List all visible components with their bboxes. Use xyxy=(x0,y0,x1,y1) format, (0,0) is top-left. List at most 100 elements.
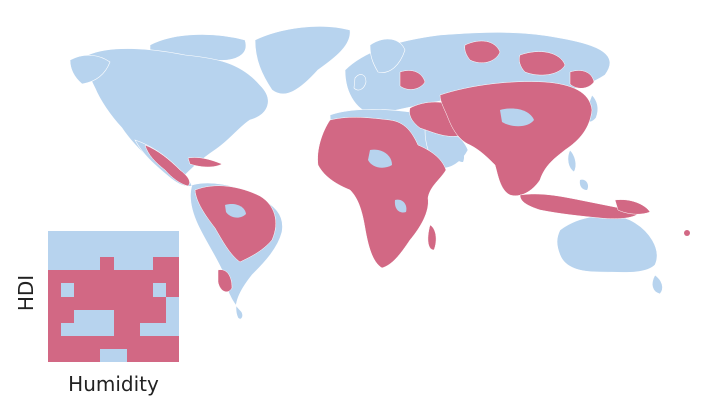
legend-cell xyxy=(100,348,114,362)
legend-cell xyxy=(139,270,153,284)
legend-cell xyxy=(100,283,114,297)
legend-cell xyxy=(61,348,75,362)
legend-cell xyxy=(165,348,179,362)
legend-cell xyxy=(74,309,88,323)
legend-cell xyxy=(61,283,75,297)
scandinavia xyxy=(369,38,406,73)
legend-cell xyxy=(74,270,88,284)
legend-cell xyxy=(152,270,166,284)
legend-cell xyxy=(126,335,140,349)
legend-cell xyxy=(87,348,101,362)
philippines xyxy=(567,149,577,173)
south-america-north xyxy=(194,185,276,263)
legend-cell xyxy=(48,257,62,271)
legend-cell xyxy=(48,335,62,349)
madagascar xyxy=(427,224,437,251)
legend-cell xyxy=(139,309,153,323)
legend-cell xyxy=(100,270,114,284)
legend-cell xyxy=(152,257,166,271)
legend-cell xyxy=(139,348,153,362)
siberia-patch-2 xyxy=(518,51,566,76)
legend-cell xyxy=(48,309,62,323)
europe-east xyxy=(399,70,426,90)
legend-cell xyxy=(113,322,127,336)
legend-cell xyxy=(100,257,114,271)
south-america-south xyxy=(217,269,233,293)
legend-cell xyxy=(139,231,153,245)
legend-cell xyxy=(126,322,140,336)
legend-cell xyxy=(74,244,88,258)
legend-cell xyxy=(87,296,101,310)
legend-cell xyxy=(126,231,140,245)
legend-cell xyxy=(87,270,101,284)
legend-cell xyxy=(100,335,114,349)
legend-cell xyxy=(139,244,153,258)
legend-cell xyxy=(126,270,140,284)
legend-cell xyxy=(100,309,114,323)
legend-cell xyxy=(100,231,114,245)
legend-x-label: Humidity xyxy=(68,372,159,396)
greenland xyxy=(254,26,351,95)
asia-south-east xyxy=(439,81,593,196)
legend-cell xyxy=(139,296,153,310)
legend-cell xyxy=(100,296,114,310)
legend-cell xyxy=(139,283,153,297)
caribbean xyxy=(187,157,223,168)
legend-cell xyxy=(165,322,179,336)
legend-cell xyxy=(48,322,62,336)
legend-cell xyxy=(165,296,179,310)
legend-y-label: HDI xyxy=(14,274,38,312)
legend-cell xyxy=(113,283,127,297)
legend-cell xyxy=(126,283,140,297)
legend-cell xyxy=(152,309,166,323)
legend-cell xyxy=(165,244,179,258)
legend-cell xyxy=(113,309,127,323)
new-zealand xyxy=(651,274,663,295)
legend-cell xyxy=(74,322,88,336)
legend-cell xyxy=(48,296,62,310)
legend-cell xyxy=(61,296,75,310)
legend-cell xyxy=(126,309,140,323)
legend-cell xyxy=(165,231,179,245)
legend-cell xyxy=(113,296,127,310)
legend-cell xyxy=(126,296,140,310)
legend-cell xyxy=(87,322,101,336)
legend-cell xyxy=(48,270,62,284)
legend-cell xyxy=(139,257,153,271)
legend-cell xyxy=(165,283,179,297)
legend-cell xyxy=(152,283,166,297)
legend-cell xyxy=(74,257,88,271)
bivariate-legend-grid xyxy=(48,231,179,362)
land-high-risk xyxy=(144,40,651,293)
legend-cell xyxy=(61,244,75,258)
legend-cell xyxy=(74,348,88,362)
indonesia xyxy=(519,193,641,219)
legend-cell xyxy=(113,244,127,258)
legend-cell xyxy=(152,231,166,245)
legend-cell xyxy=(165,270,179,284)
legend-cell xyxy=(74,283,88,297)
legend-cell xyxy=(113,335,127,349)
legend-cell xyxy=(87,257,101,271)
legend-cell xyxy=(100,244,114,258)
legend-cell xyxy=(61,322,75,336)
legend-cell xyxy=(126,244,140,258)
alaska xyxy=(69,54,111,85)
legend-cell xyxy=(126,257,140,271)
legend-cell xyxy=(152,296,166,310)
legend-cell xyxy=(61,309,75,323)
legend-cell xyxy=(139,335,153,349)
legend-cell xyxy=(165,309,179,323)
legend-cell xyxy=(61,257,75,271)
legend-cell xyxy=(74,296,88,310)
legend-cell xyxy=(152,348,166,362)
legend-cell xyxy=(113,348,127,362)
papua xyxy=(614,199,651,215)
legend-cell xyxy=(74,335,88,349)
legend-cell xyxy=(165,257,179,271)
central-america xyxy=(144,144,190,187)
legend-cell xyxy=(61,231,75,245)
legend-cell xyxy=(152,322,166,336)
legend-cell xyxy=(48,348,62,362)
